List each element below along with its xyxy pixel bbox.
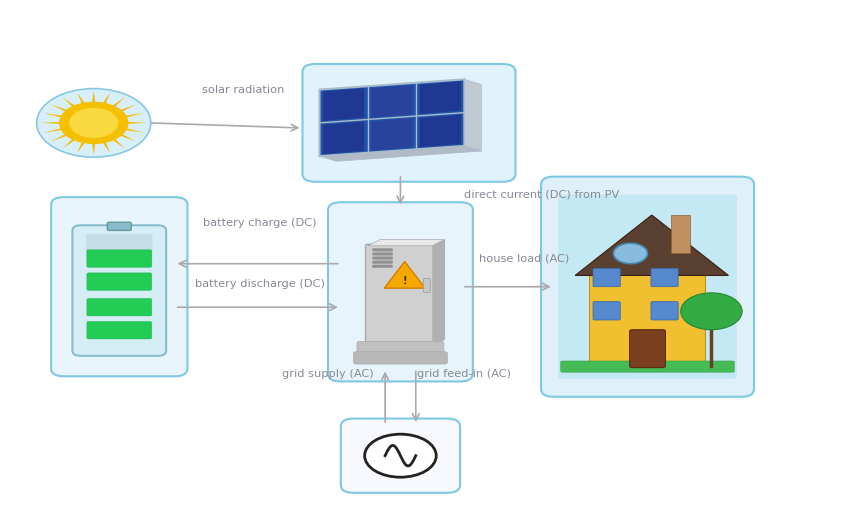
FancyBboxPatch shape xyxy=(86,234,153,263)
FancyBboxPatch shape xyxy=(590,275,705,368)
Polygon shape xyxy=(419,81,461,114)
Circle shape xyxy=(681,293,742,330)
Polygon shape xyxy=(433,240,445,346)
Polygon shape xyxy=(101,140,110,153)
FancyBboxPatch shape xyxy=(341,419,460,493)
Text: house load (AC): house load (AC) xyxy=(479,253,569,264)
Text: battery discharge (DC): battery discharge (DC) xyxy=(195,279,325,289)
Polygon shape xyxy=(43,127,66,133)
Polygon shape xyxy=(92,141,95,155)
FancyBboxPatch shape xyxy=(651,302,678,320)
FancyBboxPatch shape xyxy=(51,197,187,376)
Polygon shape xyxy=(384,262,425,288)
FancyBboxPatch shape xyxy=(372,265,393,268)
Polygon shape xyxy=(323,88,365,121)
Bar xyxy=(671,215,690,253)
Text: grid feed-in (AC): grid feed-in (AC) xyxy=(417,369,511,379)
Polygon shape xyxy=(368,240,445,246)
FancyBboxPatch shape xyxy=(87,273,152,290)
FancyBboxPatch shape xyxy=(423,279,430,292)
Polygon shape xyxy=(320,79,464,156)
Circle shape xyxy=(37,89,151,157)
Polygon shape xyxy=(323,121,365,154)
Polygon shape xyxy=(51,133,71,141)
Text: grid supply (AC): grid supply (AC) xyxy=(282,369,374,379)
Circle shape xyxy=(613,243,648,264)
Polygon shape xyxy=(320,146,481,161)
FancyBboxPatch shape xyxy=(302,64,515,182)
Polygon shape xyxy=(371,85,412,117)
FancyBboxPatch shape xyxy=(328,202,473,381)
FancyBboxPatch shape xyxy=(561,361,734,372)
Polygon shape xyxy=(575,215,728,275)
Polygon shape xyxy=(78,93,86,106)
FancyBboxPatch shape xyxy=(87,298,152,316)
Polygon shape xyxy=(419,115,461,147)
Polygon shape xyxy=(63,137,78,148)
FancyBboxPatch shape xyxy=(366,244,435,347)
Polygon shape xyxy=(43,113,66,118)
FancyBboxPatch shape xyxy=(651,268,678,287)
FancyBboxPatch shape xyxy=(372,261,393,264)
Polygon shape xyxy=(78,140,86,153)
Text: solar radiation: solar radiation xyxy=(202,84,284,95)
FancyBboxPatch shape xyxy=(357,342,444,357)
Polygon shape xyxy=(101,93,110,106)
Polygon shape xyxy=(371,118,412,151)
FancyBboxPatch shape xyxy=(72,225,166,356)
FancyBboxPatch shape xyxy=(87,250,152,267)
FancyBboxPatch shape xyxy=(541,177,754,397)
Polygon shape xyxy=(63,97,78,109)
FancyBboxPatch shape xyxy=(593,268,620,287)
FancyBboxPatch shape xyxy=(372,252,393,255)
Text: battery charge (DC): battery charge (DC) xyxy=(203,218,317,228)
Polygon shape xyxy=(117,104,136,113)
Polygon shape xyxy=(51,104,71,113)
Polygon shape xyxy=(92,91,95,105)
Polygon shape xyxy=(41,122,64,124)
FancyBboxPatch shape xyxy=(630,330,665,368)
FancyBboxPatch shape xyxy=(558,195,737,379)
Circle shape xyxy=(60,102,128,143)
Polygon shape xyxy=(122,127,144,133)
FancyBboxPatch shape xyxy=(593,302,620,320)
FancyBboxPatch shape xyxy=(372,248,393,251)
FancyBboxPatch shape xyxy=(372,257,393,260)
Polygon shape xyxy=(464,79,481,151)
Polygon shape xyxy=(122,113,144,118)
Polygon shape xyxy=(110,97,124,109)
FancyBboxPatch shape xyxy=(87,322,152,339)
Text: !: ! xyxy=(402,275,407,286)
FancyBboxPatch shape xyxy=(354,352,447,364)
Circle shape xyxy=(365,434,436,477)
Text: direct current (DC) from PV: direct current (DC) from PV xyxy=(464,189,619,200)
Circle shape xyxy=(70,109,118,137)
Polygon shape xyxy=(124,122,147,124)
FancyBboxPatch shape xyxy=(107,222,131,230)
Polygon shape xyxy=(117,133,136,141)
Polygon shape xyxy=(110,137,124,148)
